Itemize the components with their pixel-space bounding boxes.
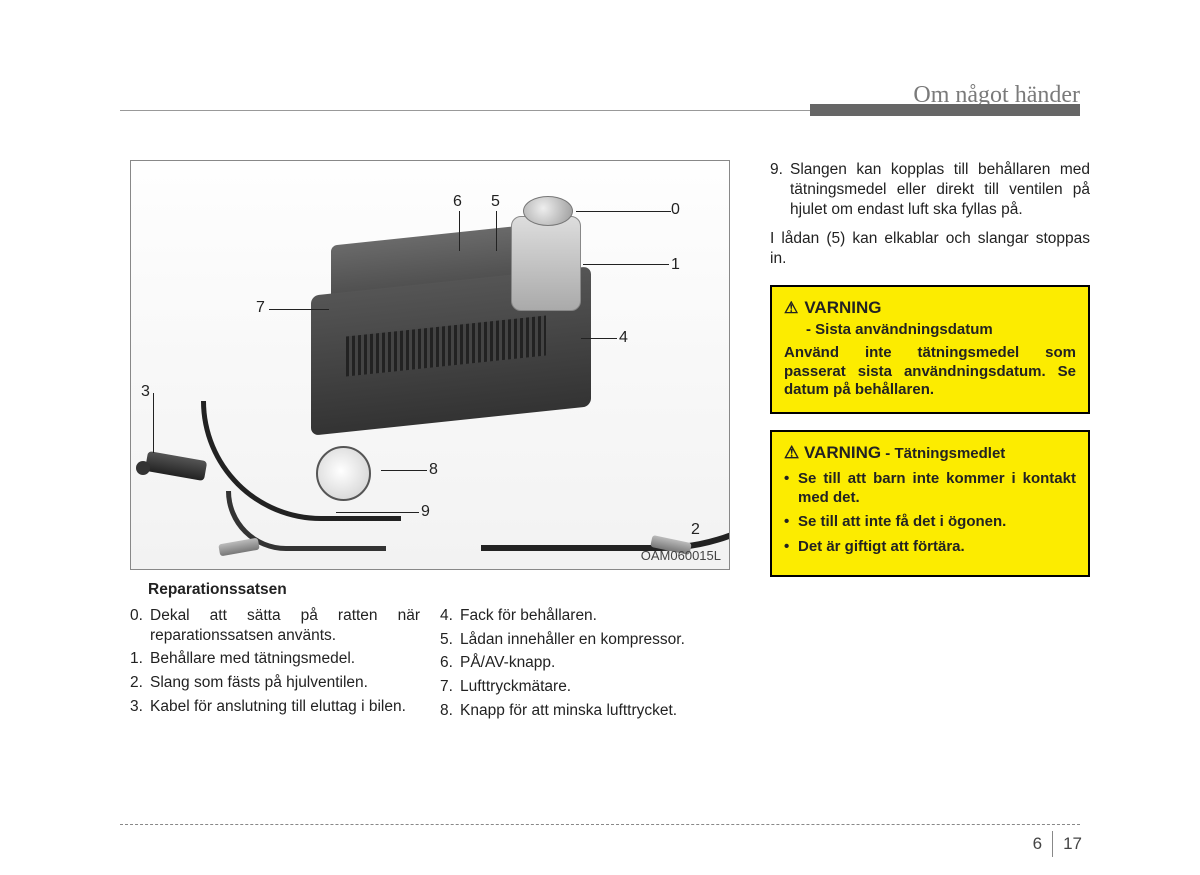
list-item: 3.Kabel för anslutning till eluttag i bi… <box>130 697 420 717</box>
callout-5: 5 <box>491 193 500 211</box>
parts-list-col-right: 4.Fack för behållaren. 5.Lådan innehålle… <box>440 606 730 725</box>
bottle-cap <box>523 196 573 226</box>
figure-code: OAM060015L <box>641 548 721 563</box>
callout-line <box>459 211 460 251</box>
list-item: 5.Lådan innehåller en kompressor. <box>440 630 730 650</box>
chapter-number: 6 <box>1033 834 1042 854</box>
warning-list: •Se till att barn inte kommer i kontakt … <box>784 470 1076 557</box>
callout-line <box>576 211 671 212</box>
warning-icon: ⚠ <box>784 299 798 319</box>
list-item: 2.Slang som fästs på hjulventilen. <box>130 673 420 693</box>
content-area: 0 1 2 3 4 5 6 7 8 9 OAM060015L Reparatio… <box>130 160 1080 805</box>
callout-7: 7 <box>256 299 265 317</box>
power-plug <box>145 451 208 481</box>
header-rule-thick <box>810 104 1080 116</box>
warning-heading: ⚠ VARNING <box>784 297 1076 319</box>
callout-8: 8 <box>429 461 438 479</box>
paragraph-storage: I lådan (5) kan elkablar och slangar sto… <box>770 229 1090 269</box>
warning-title: VARNING <box>804 297 881 318</box>
parts-list-title: Reparationssatsen <box>148 580 730 600</box>
warning-subtitle: - Tätningsmedlet <box>881 445 1005 462</box>
callout-line <box>381 470 427 471</box>
warning-subtitle: - Sista användningsdatum <box>806 321 1076 340</box>
warning-box-expiry: ⚠ VARNING - Sista användningsdatum Använ… <box>770 285 1090 414</box>
warning-list-item: •Se till att inte få det i ögonen. <box>784 513 1076 532</box>
right-column: 9. Slangen kan kopplas till behålla­ren … <box>770 160 1090 577</box>
callout-4: 4 <box>619 329 628 347</box>
list-item: 6.PÅ/AV-knapp. <box>440 653 730 673</box>
list-item: 0.Dekal att sätta på ratten när reparati… <box>130 606 420 646</box>
warning-list-item: •Se till att barn inte kommer i kontakt … <box>784 470 1076 508</box>
page-number: 6 17 <box>1033 831 1082 857</box>
list-item: 4.Fack för behållaren. <box>440 606 730 626</box>
callout-line <box>581 338 617 339</box>
callout-line <box>496 211 497 251</box>
callout-2: 2 <box>691 521 700 539</box>
callout-line <box>583 264 669 265</box>
warning-heading: ⚠ VARNING - Tätningsmedlet <box>784 442 1076 464</box>
parts-list-col-left: 0.Dekal att sätta på ratten när reparati… <box>130 606 420 725</box>
warning-icon: ⚠ <box>784 443 799 462</box>
figure-tire-kit: 0 1 2 3 4 5 6 7 8 9 OAM060015L <box>130 160 730 570</box>
hose-nozzle-left <box>218 538 259 557</box>
warning-list-item: •Det är giftigt att förtära. <box>784 538 1076 557</box>
list-item: 8.Knapp för att minska lufttrycket. <box>440 701 730 721</box>
callout-9: 9 <box>421 503 430 521</box>
warning-box-sealant: ⚠ VARNING - Tätningsmedlet •Se till att … <box>770 430 1090 577</box>
list-item-9: 9. Slangen kan kopplas till behålla­ren … <box>770 160 1090 219</box>
warning-body: Använd inte tätningsmedel som passerat s… <box>784 344 1076 400</box>
page-header: Om något händer <box>120 88 1080 114</box>
list-item: 7.Lufttryckmätare. <box>440 677 730 697</box>
plug-tip <box>136 461 150 475</box>
hose-main <box>481 251 730 551</box>
callout-line <box>269 309 329 310</box>
footer-rule <box>120 824 1080 825</box>
warning-title: VARNING <box>804 443 881 462</box>
pressure-gauge <box>316 446 371 501</box>
list-item: 1.Behållare med tätningsmedel. <box>130 649 420 669</box>
callout-6: 6 <box>453 193 462 211</box>
page-separator <box>1052 831 1053 857</box>
callout-3: 3 <box>141 383 150 401</box>
parts-list: Reparationssatsen 0.Dekal att sätta på r… <box>130 580 730 725</box>
page-number-value: 17 <box>1063 834 1082 854</box>
callout-0: 0 <box>671 201 680 219</box>
callout-1: 1 <box>671 256 680 274</box>
callout-line <box>336 512 419 513</box>
callout-line <box>153 393 154 453</box>
